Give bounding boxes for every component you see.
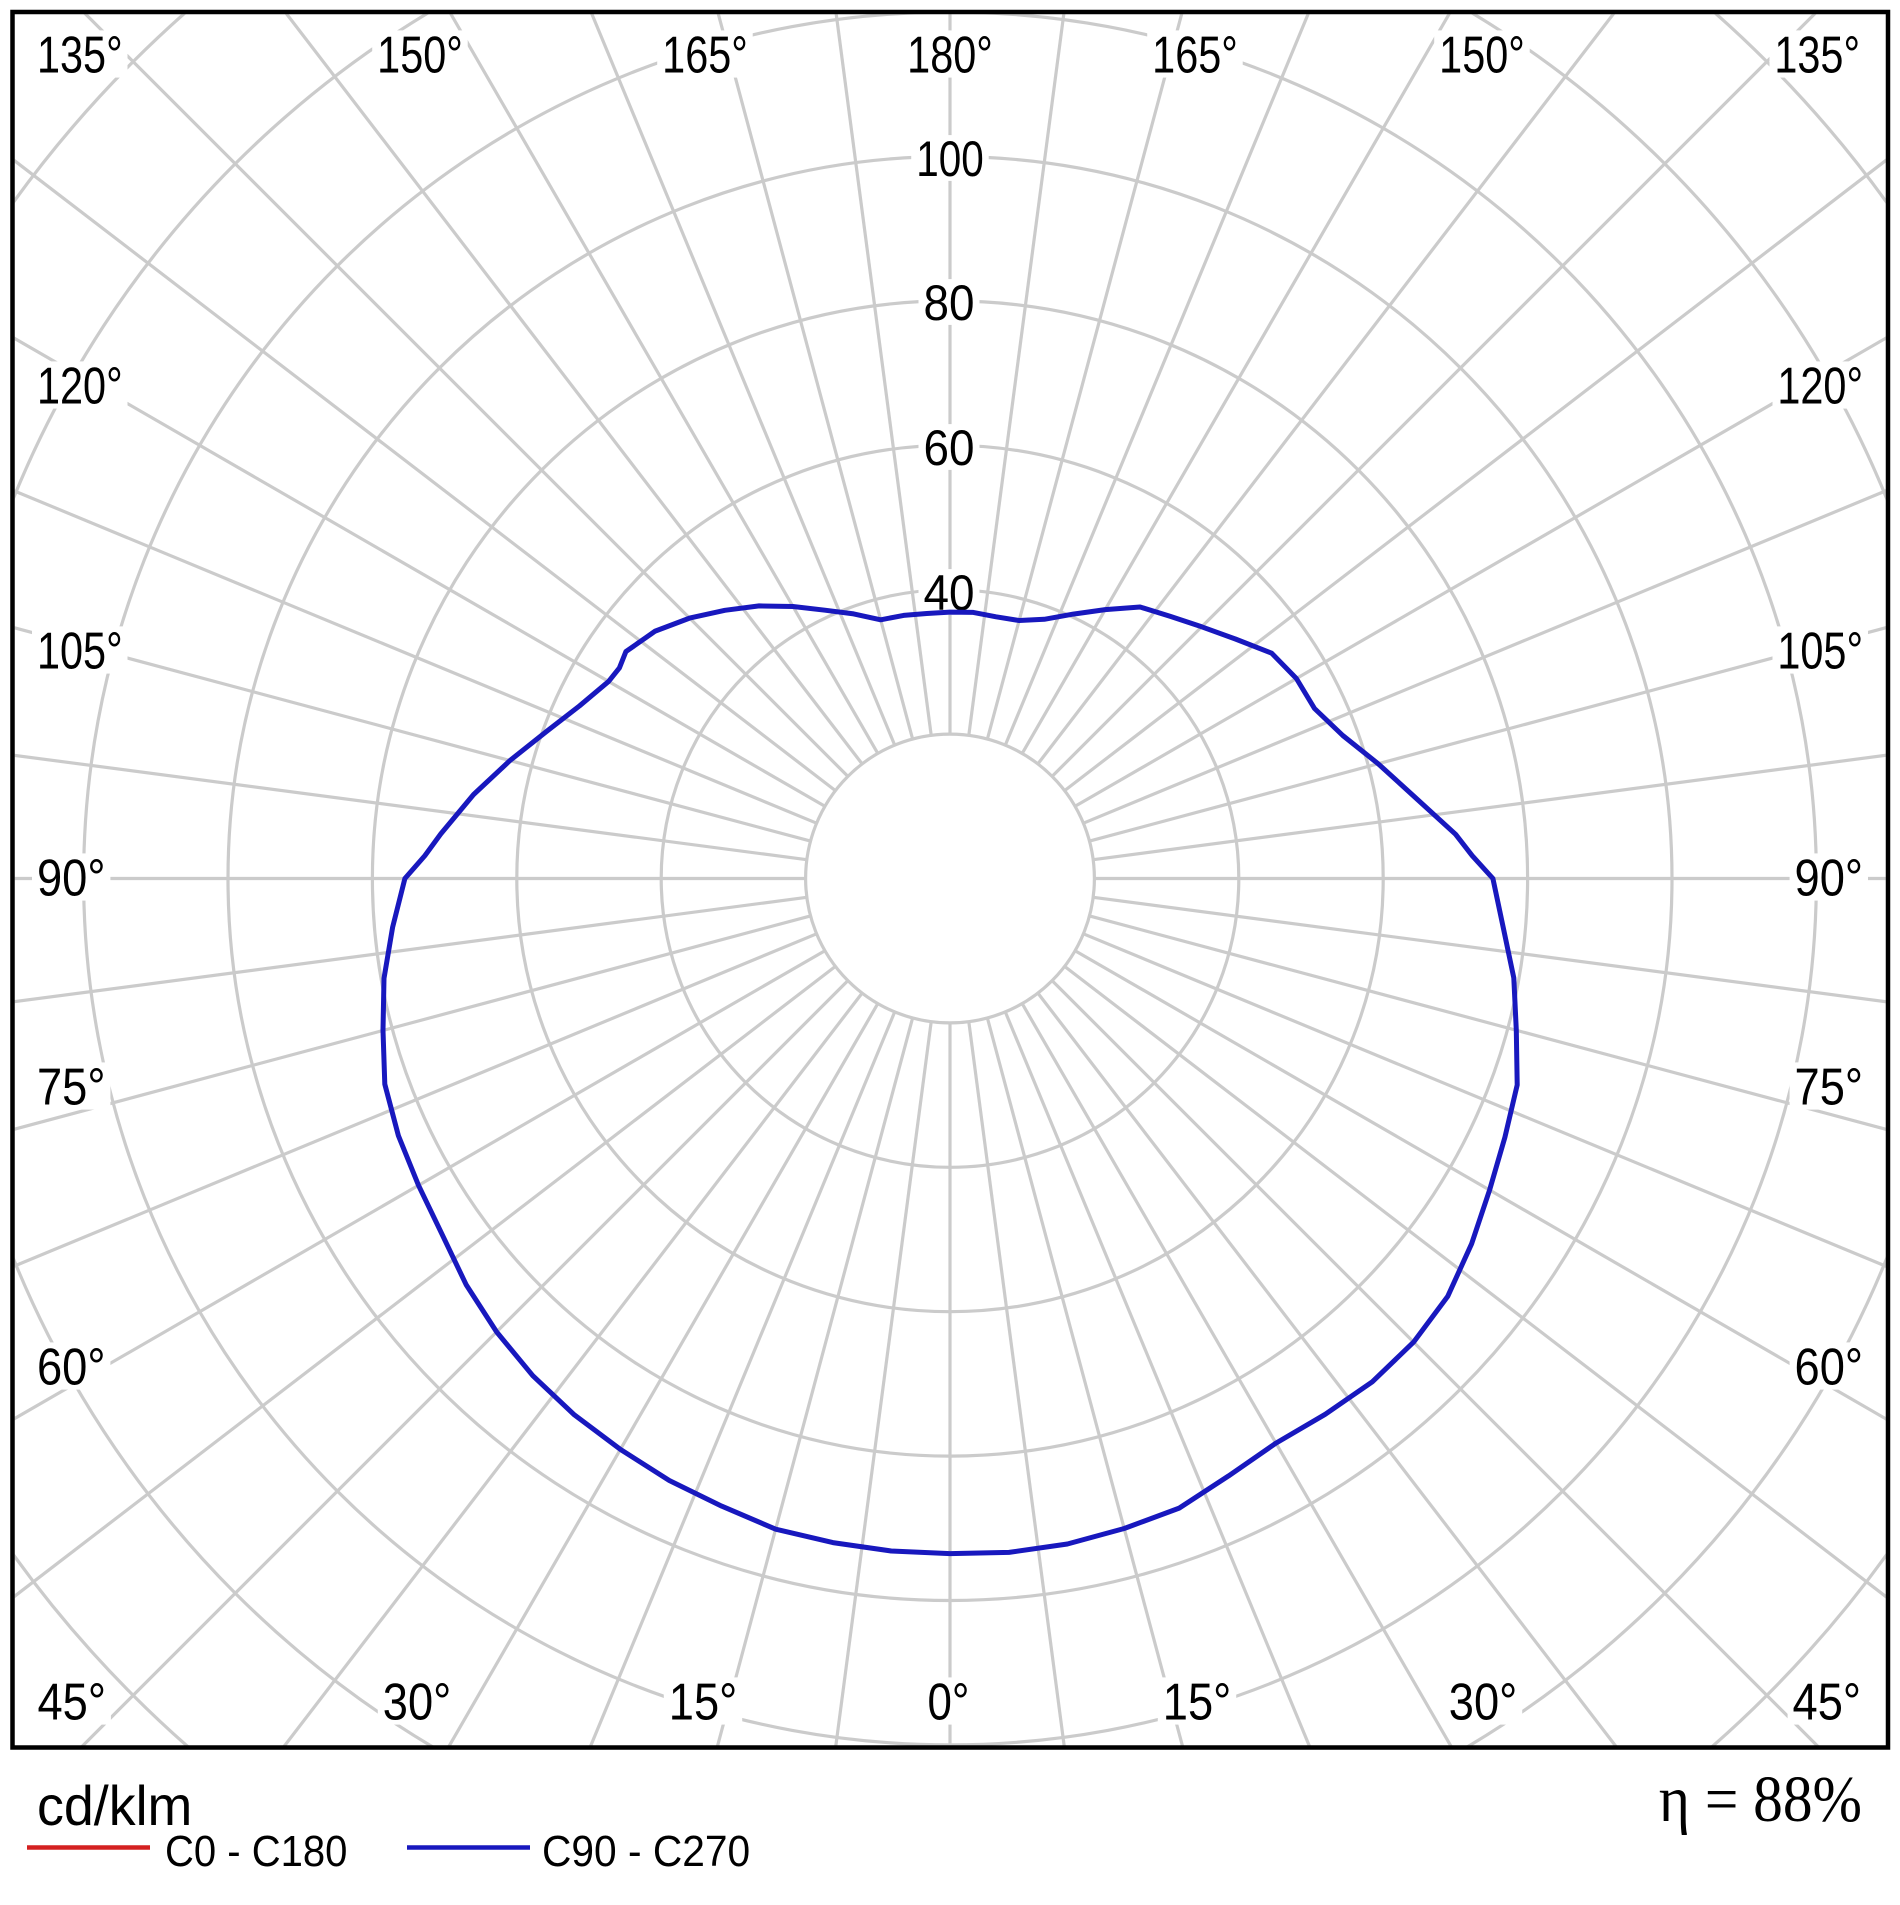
svg-text:η = 88%: η = 88% [1659,1762,1862,1836]
svg-text:105°: 105° [37,621,123,680]
svg-text:135°: 135° [1774,25,1860,84]
svg-text:150°: 150° [1439,25,1525,84]
svg-text:150°: 150° [377,25,463,84]
svg-text:45°: 45° [38,1674,106,1732]
svg-text:C0 - C180: C0 - C180 [165,1826,347,1875]
svg-text:75°: 75° [1795,1059,1863,1117]
svg-text:120°: 120° [37,356,123,415]
svg-text:180°: 180° [907,25,993,84]
svg-text:60°: 60° [37,1339,105,1397]
svg-text:80: 80 [923,276,974,331]
svg-text:90°: 90° [1795,850,1863,908]
svg-text:135°: 135° [37,25,123,84]
svg-text:C90 - C270: C90 - C270 [542,1827,750,1876]
svg-text:120°: 120° [1777,356,1863,415]
svg-text:105°: 105° [1777,621,1863,680]
svg-text:165°: 165° [662,25,748,84]
svg-text:30°: 30° [383,1674,451,1732]
svg-text:100: 100 [916,131,984,187]
svg-text:60°: 60° [1795,1339,1863,1397]
svg-text:0°: 0° [928,1673,970,1731]
svg-text:165°: 165° [1152,25,1238,84]
svg-text:45°: 45° [1793,1674,1861,1732]
svg-text:75°: 75° [37,1059,105,1117]
svg-text:90°: 90° [37,850,105,908]
svg-text:60: 60 [923,421,974,476]
svg-text:30°: 30° [1449,1674,1517,1732]
svg-text:15°: 15° [1163,1674,1231,1732]
svg-text:15°: 15° [669,1674,737,1732]
